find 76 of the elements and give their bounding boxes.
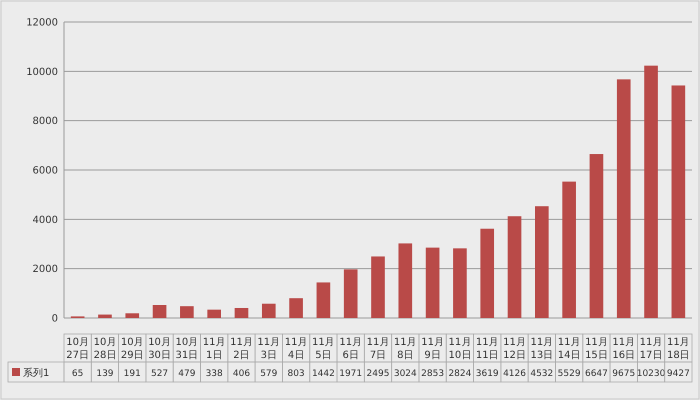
data-label: 579 — [260, 369, 278, 379]
y-tick-label: 6000 — [32, 166, 58, 176]
x-tick-label: 10月31日 — [176, 337, 198, 361]
bar — [180, 306, 194, 318]
x-tick-label: 10月29日 — [120, 337, 144, 361]
data-label: 3024 — [394, 369, 418, 379]
bar — [590, 154, 604, 318]
data-label: 406 — [232, 369, 250, 379]
y-tick-label: 0 — [52, 314, 58, 324]
bar — [316, 282, 330, 318]
bar — [125, 313, 140, 318]
x-tick-label: 11月1日 — [202, 337, 226, 361]
x-tick-label: 11月11日 — [476, 337, 499, 361]
data-label: 139 — [96, 369, 114, 379]
bar — [152, 305, 166, 318]
x-tick-label: 11月7日 — [366, 337, 390, 361]
x-tick-label: 11月5日 — [312, 337, 335, 361]
data-label: 3619 — [476, 369, 499, 379]
data-label: 2853 — [421, 369, 444, 379]
data-label: 479 — [178, 369, 196, 379]
bar — [535, 206, 549, 318]
bar — [98, 314, 112, 318]
x-tick-label: 11月18日 — [666, 337, 690, 361]
bar — [644, 66, 658, 318]
bar — [207, 310, 221, 318]
data-label: 9675 — [612, 369, 636, 379]
data-label: 191 — [124, 369, 141, 379]
bar — [672, 85, 686, 318]
x-tick-label: 10月28日 — [94, 337, 116, 361]
x-tick-label: 11月17日 — [640, 337, 662, 361]
x-tick-label: 11月2日 — [230, 337, 253, 361]
data-label: 6647 — [584, 369, 608, 379]
x-tick-label: 11月16日 — [612, 337, 636, 361]
bar — [371, 256, 385, 318]
x-tick-label: 11月12日 — [503, 337, 526, 361]
data-label: 65 — [72, 369, 84, 379]
data-label: 4532 — [530, 369, 554, 379]
x-tick-label: 11月9日 — [421, 337, 444, 361]
bar — [262, 304, 276, 318]
data-label: 338 — [206, 369, 224, 379]
bar — [234, 308, 248, 318]
bar — [480, 228, 494, 318]
bar — [453, 248, 467, 318]
bar — [344, 269, 358, 318]
x-tick-label: 11月8日 — [394, 337, 417, 361]
data-label: 10230 — [636, 369, 666, 379]
data-label: 4126 — [503, 369, 526, 379]
x-tick-label: 11月15日 — [585, 337, 608, 361]
data-label: 1971 — [339, 369, 362, 379]
x-tick-label: 10月30日 — [148, 337, 171, 361]
bar — [398, 243, 412, 318]
x-tick-label: 11月10日 — [448, 337, 472, 361]
bar — [616, 79, 631, 318]
x-tick-label: 11月14日 — [558, 337, 580, 361]
y-tick-label: 2000 — [32, 264, 58, 276]
x-tick-label: 11月6日 — [339, 337, 362, 361]
x-tick-label: 11月3日 — [257, 337, 280, 361]
bar — [426, 248, 440, 318]
data-label: 803 — [287, 369, 305, 379]
data-label: 2495 — [366, 369, 390, 379]
bar — [508, 216, 522, 318]
y-tick-label: 8000 — [32, 116, 58, 128]
data-label: 1442 — [312, 369, 335, 379]
x-tick-label: 11月4日 — [284, 337, 308, 361]
y-tick-label: 10000 — [26, 66, 58, 78]
data-label: 527 — [150, 369, 168, 379]
x-tick-label: 10月27日 — [66, 337, 90, 361]
y-tick-label: 12000 — [26, 18, 58, 28]
bar — [289, 298, 303, 318]
data-label: 9427 — [666, 369, 690, 379]
data-label: 5529 — [558, 369, 581, 379]
data-label: 2824 — [448, 369, 472, 379]
legend-label: 系列1 — [23, 367, 50, 379]
x-tick-label: 11月13日 — [530, 337, 554, 361]
y-tick-label: 4000 — [32, 214, 58, 226]
bar — [562, 182, 576, 318]
